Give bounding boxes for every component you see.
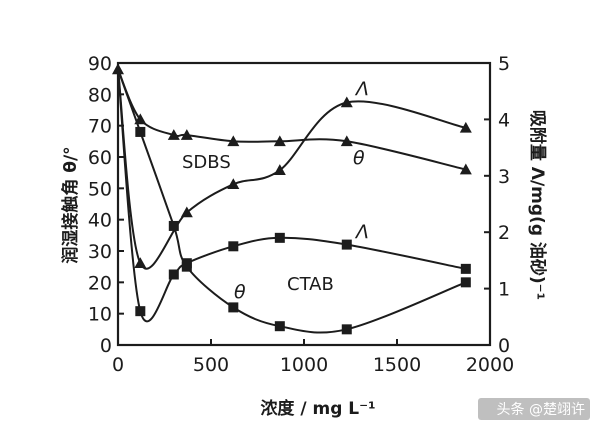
data-point-square bbox=[135, 306, 146, 317]
data-point-square bbox=[135, 126, 146, 137]
x-tick-label: 500 bbox=[193, 354, 229, 376]
y-left-tick-label: 90 bbox=[88, 53, 112, 75]
y-right-tick-label: 1 bbox=[498, 279, 510, 301]
label-ctab-theta: θ bbox=[234, 281, 246, 303]
data-point-square bbox=[274, 232, 285, 243]
y-right-tick-label: 0 bbox=[498, 335, 510, 357]
y-axis-right-title: 吸附量 Λ/mg(g 油砂)⁻¹ bbox=[527, 110, 548, 300]
x-tick-label: 0 bbox=[112, 354, 124, 376]
data-point-square bbox=[341, 239, 352, 250]
data-point-triangle bbox=[459, 121, 472, 133]
y-left-tick-label: 20 bbox=[88, 272, 112, 294]
watermark-backing bbox=[478, 398, 590, 420]
data-point-triangle bbox=[340, 135, 353, 147]
y-right-tick-label: 4 bbox=[498, 109, 510, 131]
label-ctab: CTAB bbox=[287, 274, 334, 295]
data-point-triangle bbox=[167, 129, 180, 140]
series-line bbox=[117, 68, 467, 171]
y-left-tick-label: 0 bbox=[100, 335, 112, 357]
data-point-square bbox=[168, 269, 179, 280]
y-right-tick-label: 5 bbox=[498, 53, 510, 75]
data-point-triangle bbox=[180, 129, 193, 140]
data-point-triangle bbox=[227, 178, 240, 190]
data-point-triangle bbox=[459, 163, 472, 175]
data-point-square bbox=[228, 302, 239, 313]
label-ctab-lambda: Λ bbox=[354, 221, 369, 243]
data-point-triangle bbox=[273, 164, 286, 175]
y-left-tick-label: 60 bbox=[88, 147, 112, 169]
data-point-triangle bbox=[227, 135, 240, 147]
data-point-square bbox=[341, 324, 352, 335]
data-point-triangle bbox=[134, 257, 147, 269]
data-point-start bbox=[112, 63, 124, 75]
data-point-square bbox=[168, 220, 179, 231]
data-point-triangle bbox=[180, 206, 193, 218]
x-tick-label: 1500 bbox=[373, 354, 421, 376]
data-point-square bbox=[228, 241, 239, 252]
plot-border bbox=[116, 61, 492, 347]
data-point-square bbox=[274, 321, 285, 332]
plot-frame bbox=[116, 61, 492, 347]
x-tick-label: 2000 bbox=[466, 354, 514, 376]
y-left-tick-label: 30 bbox=[88, 241, 112, 263]
y-left-tick-label: 50 bbox=[88, 178, 112, 200]
series-ctab-adsorption bbox=[117, 68, 471, 323]
label-sdbs: SDBS bbox=[182, 152, 231, 173]
label-sdbs-theta: θ bbox=[353, 147, 365, 169]
data-point-triangle bbox=[273, 135, 286, 147]
series-sdbs-theta bbox=[117, 68, 472, 175]
data-point-triangle bbox=[340, 96, 353, 108]
axis-ticks: 0 500 1000 1500 2000010203040506070809001234… bbox=[88, 53, 514, 376]
series-layer bbox=[112, 63, 472, 335]
y-left-tick-label: 70 bbox=[88, 116, 112, 138]
x-axis-title: 浓度 / mg L⁻¹ bbox=[260, 398, 375, 419]
data-point-square bbox=[460, 277, 471, 288]
y-left-tick-label: 10 bbox=[88, 304, 112, 326]
y-left-tick-label: 80 bbox=[88, 84, 112, 106]
series-sdbs-adsorption bbox=[117, 68, 472, 270]
x-tick-label: 1000 bbox=[280, 354, 328, 376]
label-sdbs-lambda: Λ bbox=[354, 78, 369, 100]
watermark: 头条 @楚翊许 bbox=[497, 401, 585, 418]
y-right-tick-label: 3 bbox=[498, 166, 510, 188]
data-point-square bbox=[181, 258, 192, 269]
y-right-tick-label: 2 bbox=[498, 222, 510, 244]
data-point-square bbox=[460, 263, 471, 274]
y-left-tick-label: 40 bbox=[88, 210, 112, 232]
y-axis-left-title: 润湿接触角 θ/° bbox=[60, 146, 81, 263]
